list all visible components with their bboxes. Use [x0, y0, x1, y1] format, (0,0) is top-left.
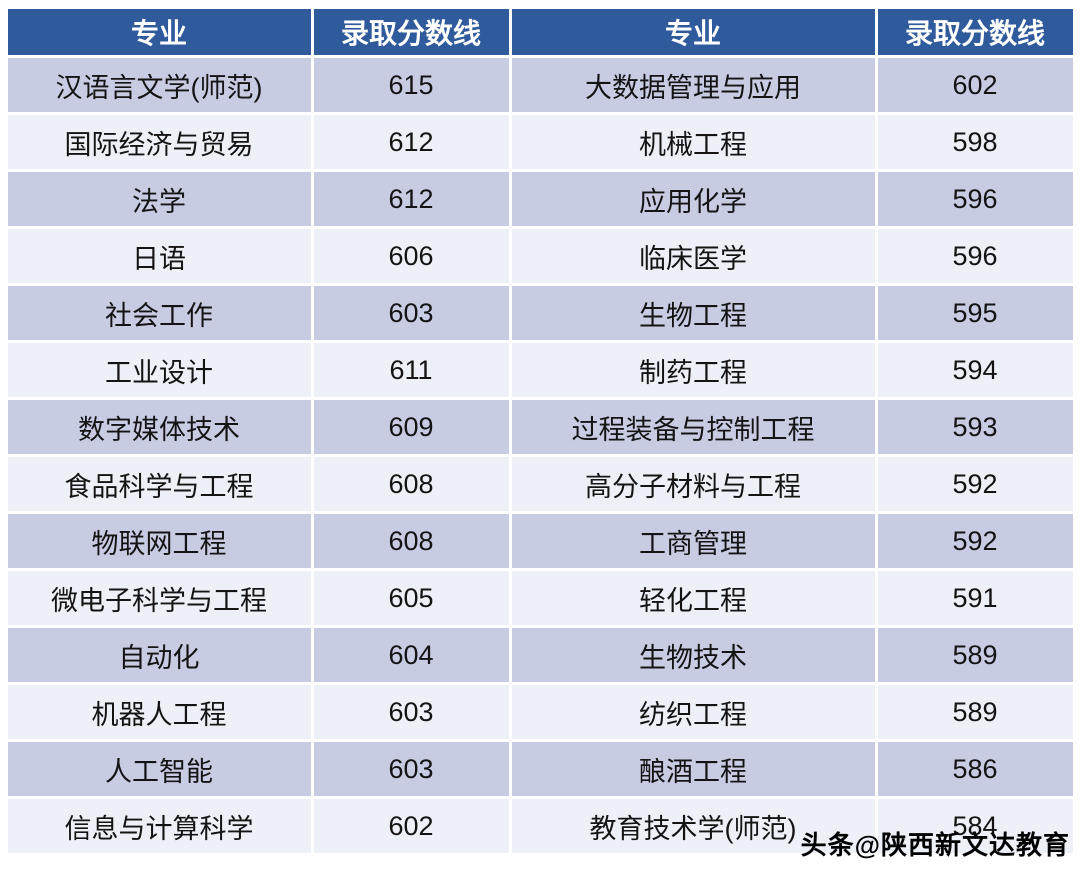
major-cell: 人工智能 — [4, 739, 314, 799]
header-row: 专业 录取分数线 专业 录取分数线 — [4, 6, 1076, 58]
header-score-left: 录取分数线 — [310, 6, 512, 58]
score-cell: 592 — [874, 454, 1076, 514]
score-cell: 605 — [310, 568, 512, 628]
score-cell: 596 — [874, 226, 1076, 286]
score-cell: 612 — [310, 112, 512, 172]
major-cell: 过程装备与控制工程 — [508, 397, 878, 457]
table-row: 自动化 604 生物技术 589 — [4, 625, 1076, 685]
major-cell: 教育技术学(师范) — [508, 796, 878, 856]
table-row: 信息与计算科学 602 教育技术学(师范) 584 — [4, 796, 1076, 856]
score-cell: 608 — [310, 511, 512, 571]
score-cell: 602 — [310, 796, 512, 856]
major-cell: 法学 — [4, 169, 314, 229]
major-cell: 机械工程 — [508, 112, 878, 172]
header-score-right: 录取分数线 — [874, 6, 1076, 58]
score-cell: 603 — [310, 739, 512, 799]
table-row: 人工智能 603 酿酒工程 586 — [4, 739, 1076, 799]
major-cell: 大数据管理与应用 — [508, 55, 878, 115]
major-cell: 食品科学与工程 — [4, 454, 314, 514]
score-cell: 593 — [874, 397, 1076, 457]
major-cell: 信息与计算科学 — [4, 796, 314, 856]
table-row: 机器人工程 603 纺织工程 589 — [4, 682, 1076, 742]
score-cell: 608 — [310, 454, 512, 514]
score-cell: 592 — [874, 511, 1076, 571]
table-row: 食品科学与工程 608 高分子材料与工程 592 — [4, 454, 1076, 514]
major-cell: 社会工作 — [4, 283, 314, 343]
major-cell: 日语 — [4, 226, 314, 286]
major-cell: 汉语言文学(师范) — [4, 55, 314, 115]
major-cell: 制药工程 — [508, 340, 878, 400]
score-cell: 596 — [874, 169, 1076, 229]
major-cell: 生物工程 — [508, 283, 878, 343]
major-cell: 工业设计 — [4, 340, 314, 400]
table-header: 专业 录取分数线 专业 录取分数线 — [4, 6, 1076, 58]
table-body: 汉语言文学(师范) 615 大数据管理与应用 602 国际经济与贸易 612 机械工程 598… — [4, 55, 1076, 856]
major-cell: 生物技术 — [508, 625, 878, 685]
score-cell: 591 — [874, 568, 1076, 628]
score-cell: 611 — [310, 340, 512, 400]
score-cell: 589 — [874, 682, 1076, 742]
table-row: 社会工作 603 生物工程 595 — [4, 283, 1076, 343]
score-cell: 603 — [310, 283, 512, 343]
table-row: 国际经济与贸易 612 机械工程 598 — [4, 112, 1076, 172]
score-cell: 595 — [874, 283, 1076, 343]
score-cell: 584 — [874, 796, 1076, 856]
major-cell: 轻化工程 — [508, 568, 878, 628]
major-cell: 国际经济与贸易 — [4, 112, 314, 172]
major-cell: 微电子科学与工程 — [4, 568, 314, 628]
table-row: 微电子科学与工程 605 轻化工程 591 — [4, 568, 1076, 628]
major-cell: 自动化 — [4, 625, 314, 685]
major-cell: 数字媒体技术 — [4, 397, 314, 457]
score-cell: 606 — [310, 226, 512, 286]
score-cell: 604 — [310, 625, 512, 685]
score-cell: 602 — [874, 55, 1076, 115]
header-major-left: 专业 — [4, 6, 314, 58]
score-cell: 598 — [874, 112, 1076, 172]
table-row: 法学 612 应用化学 596 — [4, 169, 1076, 229]
major-cell: 应用化学 — [508, 169, 878, 229]
score-cell: 609 — [310, 397, 512, 457]
score-cell: 586 — [874, 739, 1076, 799]
score-cell: 603 — [310, 682, 512, 742]
major-cell: 纺织工程 — [508, 682, 878, 742]
score-cell: 594 — [874, 340, 1076, 400]
score-cell: 589 — [874, 625, 1076, 685]
score-cell: 612 — [310, 169, 512, 229]
watermark-text: 头条@陕西新文达教育 — [800, 830, 1070, 860]
table-row: 数字媒体技术 609 过程装备与控制工程 593 — [4, 397, 1076, 457]
score-cell: 615 — [310, 55, 512, 115]
major-cell: 酿酒工程 — [508, 739, 878, 799]
table-row: 工业设计 611 制药工程 594 — [4, 340, 1076, 400]
major-cell: 机器人工程 — [4, 682, 314, 742]
major-cell: 高分子材料与工程 — [508, 454, 878, 514]
major-cell: 临床医学 — [508, 226, 878, 286]
major-cell: 工商管理 — [508, 511, 878, 571]
admission-score-table: 专业 录取分数线 专业 录取分数线 汉语言文学(师范) 615 大数据管理与应用 60… — [4, 6, 1076, 856]
header-major-right: 专业 — [508, 6, 878, 58]
major-cell: 物联网工程 — [4, 511, 314, 571]
table-row: 汉语言文学(师范) 615 大数据管理与应用 602 — [4, 55, 1076, 115]
table-row: 日语 606 临床医学 596 — [4, 226, 1076, 286]
table-row: 物联网工程 608 工商管理 592 — [4, 511, 1076, 571]
